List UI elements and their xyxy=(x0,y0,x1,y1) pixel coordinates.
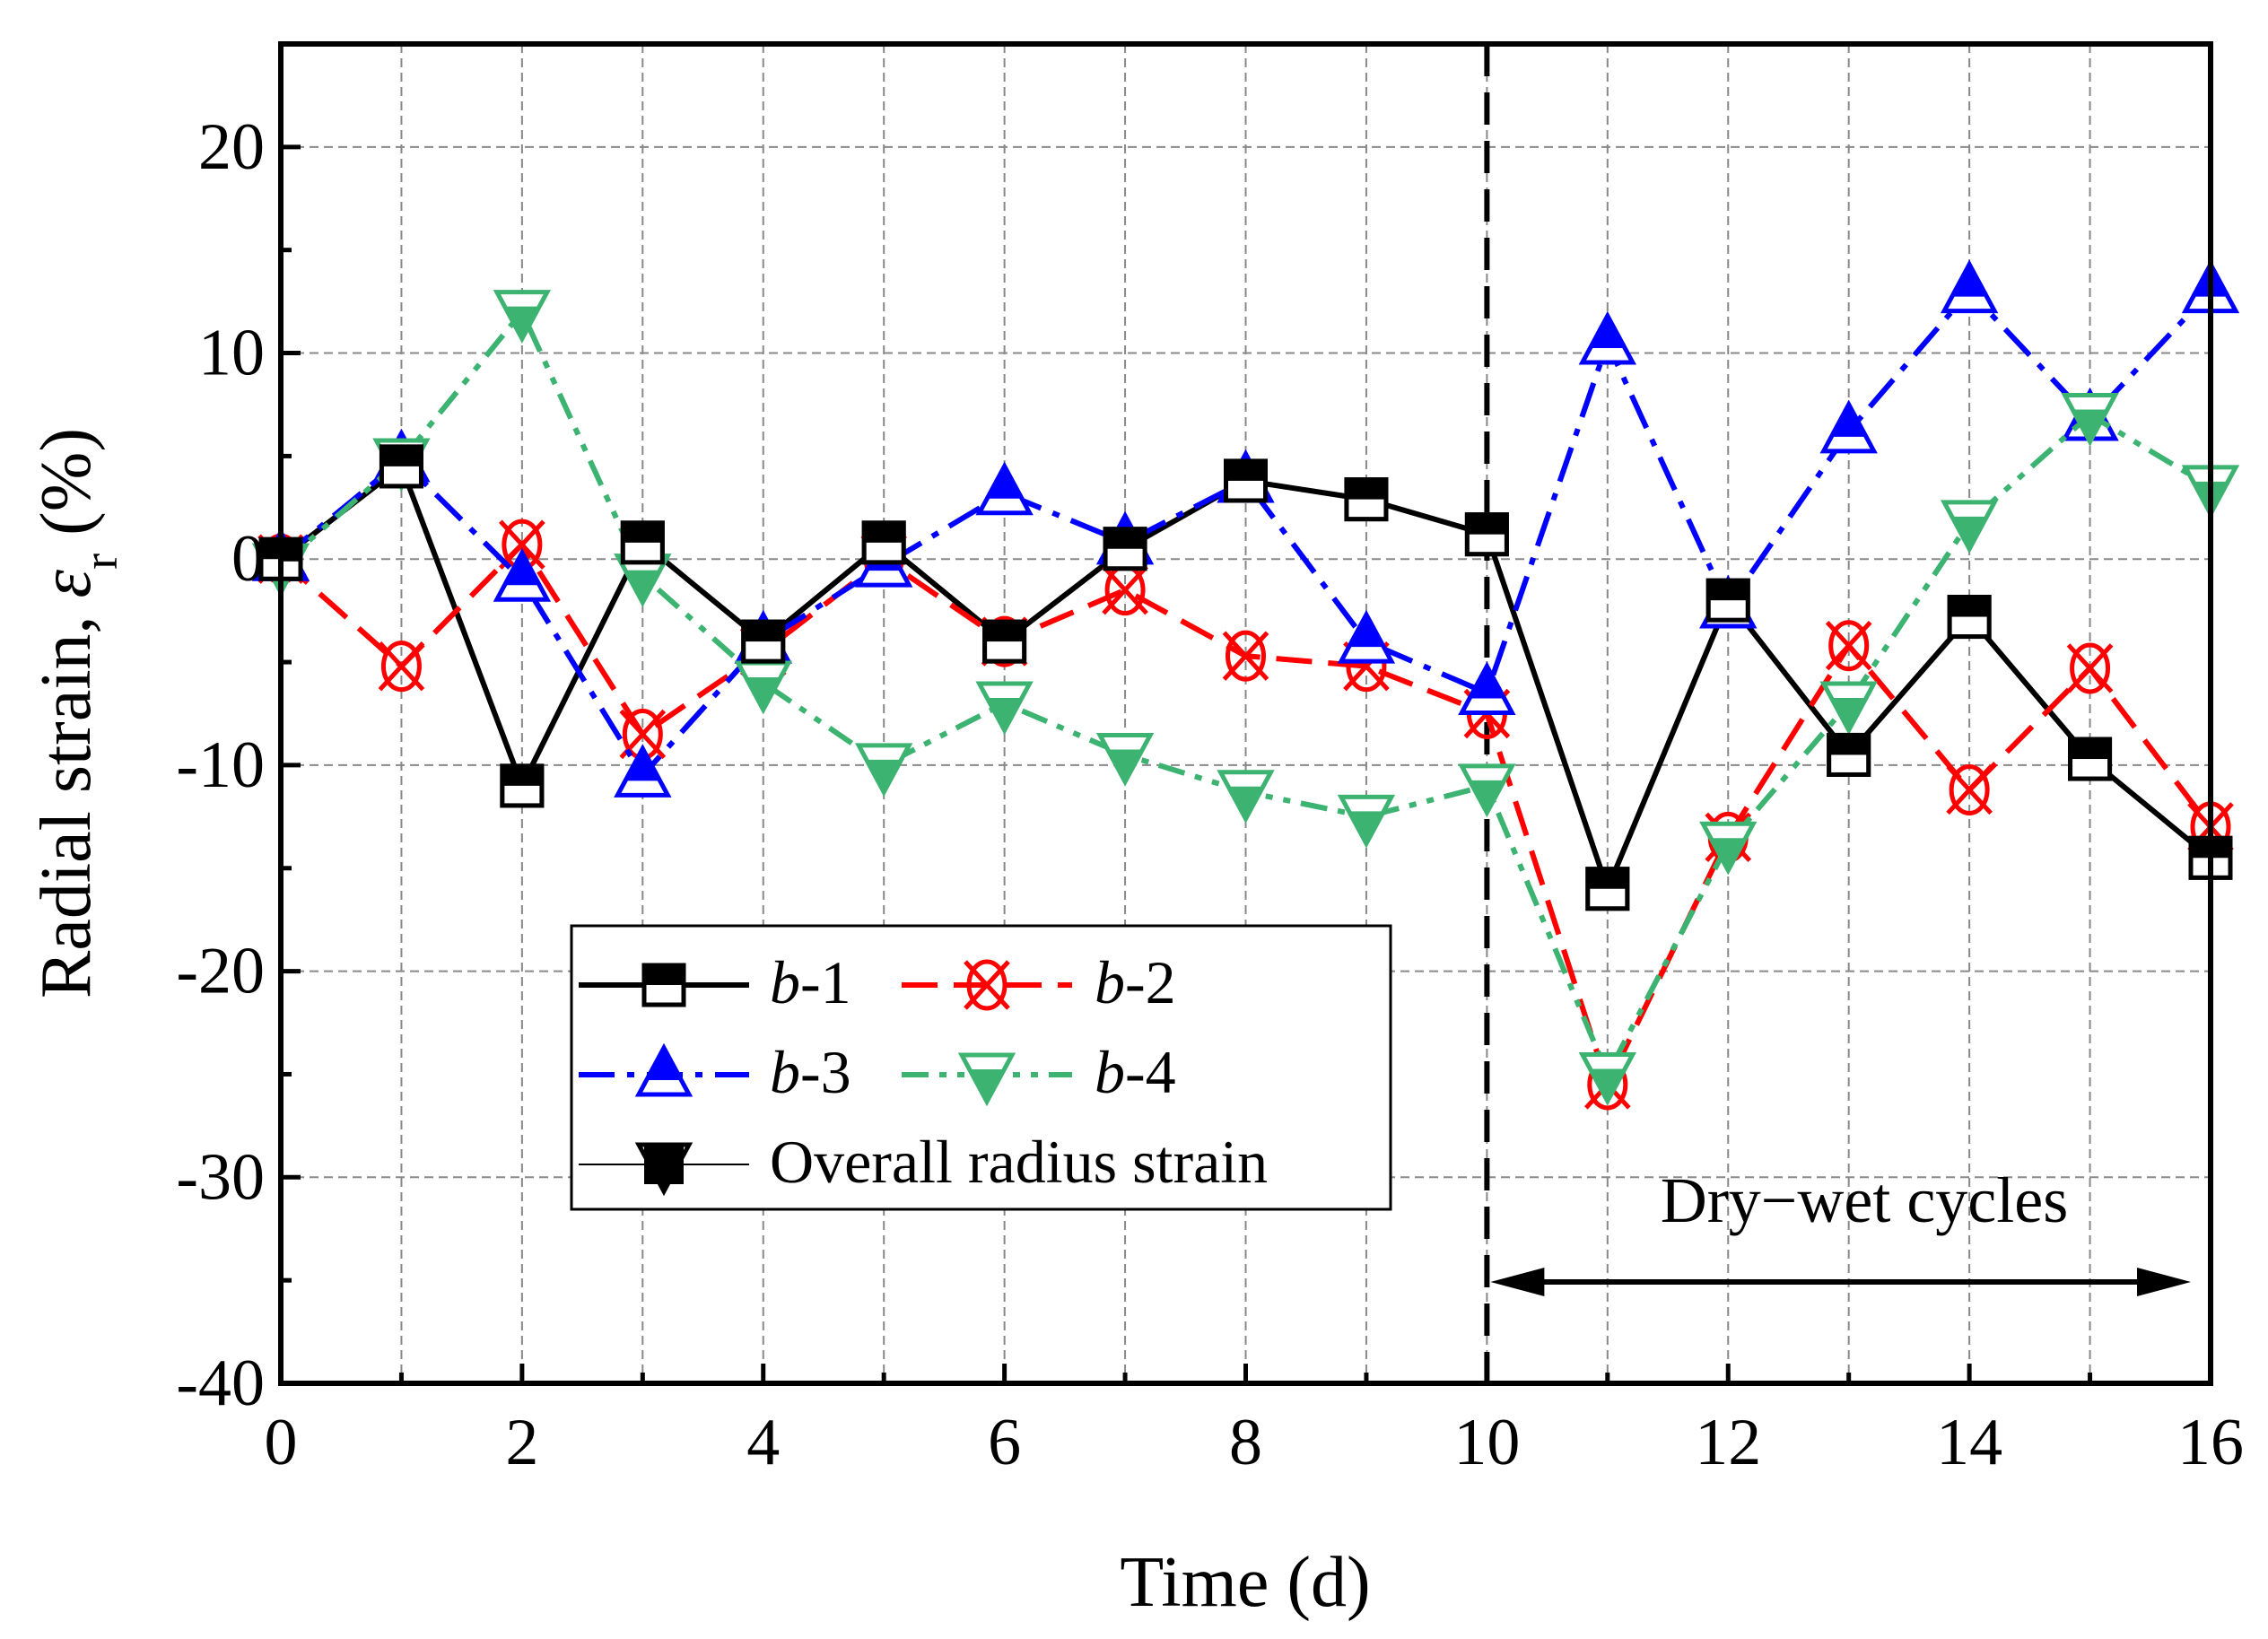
data-point-fill xyxy=(1708,580,1749,601)
legend-label-b2: b-2 xyxy=(1095,948,1176,1016)
data-point xyxy=(1949,763,1990,815)
data-point-fill xyxy=(1952,264,1986,297)
data-point-fill xyxy=(746,677,780,711)
data-point-fill xyxy=(1226,460,1266,481)
data-point-fill xyxy=(505,553,539,586)
data-point-fill xyxy=(1832,698,1865,731)
y-tick-label: -10 xyxy=(176,728,265,802)
data-point-fill xyxy=(988,698,1021,731)
data-point-fill xyxy=(1470,666,1504,699)
data-point-fill xyxy=(2073,409,2107,442)
data-point-fill xyxy=(864,522,904,543)
y-tick-label: 0 xyxy=(231,522,265,596)
data-point-fill xyxy=(988,466,1021,499)
legend-label-b4: b-4 xyxy=(1095,1038,1176,1106)
data-point-fill xyxy=(2070,739,2110,760)
data-point-fill xyxy=(1108,749,1142,782)
data-point-fill xyxy=(502,765,542,786)
data-point xyxy=(1226,630,1266,682)
legend-marker-fill xyxy=(970,1069,1004,1102)
data-point-x xyxy=(1222,631,1269,681)
data-point xyxy=(380,641,422,693)
y-tick-label: -40 xyxy=(176,1347,265,1420)
data-point-fill xyxy=(626,748,659,781)
y-tick-label: -30 xyxy=(176,1140,265,1214)
data-point-fill xyxy=(1105,528,1146,549)
data-point-x xyxy=(1102,564,1148,615)
region-label: Dry−wet cycles xyxy=(1661,1164,2068,1236)
x-tick-label: 6 xyxy=(988,1406,1021,1479)
data-point-fill xyxy=(1952,516,1986,549)
data-point-fill xyxy=(1712,838,1745,871)
data-point-fill xyxy=(1349,615,1383,648)
data-point xyxy=(2070,642,2111,694)
data-point-fill xyxy=(1349,811,1383,844)
legend-marker-filled xyxy=(644,1145,684,1184)
x-tick-label: 10 xyxy=(1453,1406,1520,1479)
x-tick-label: 2 xyxy=(505,1406,538,1479)
legend-label-b1: b-1 xyxy=(770,948,851,1016)
x-tick-label: 4 xyxy=(746,1406,780,1479)
legend-marker xyxy=(966,959,1008,1011)
legend: b-1 b-2 b-3 b-4 Overall radius strain xyxy=(570,924,1392,1211)
data-point-fill xyxy=(984,622,1025,642)
data-point-x xyxy=(2066,643,2114,693)
legend-marker-fill xyxy=(647,1048,681,1080)
y-tick-label: 10 xyxy=(198,317,265,390)
x-axis-label: Time (d) xyxy=(1120,1543,1370,1622)
data-point-fill xyxy=(1470,780,1504,813)
x-tick-label: 8 xyxy=(1229,1406,1262,1479)
x-tick-label: 16 xyxy=(2177,1406,2244,1479)
data-point-fill xyxy=(1346,479,1386,500)
data-point-x xyxy=(1825,621,1872,671)
annotations: Dry−wet cycles xyxy=(1484,44,2191,1383)
data-point-fill xyxy=(1591,1068,1625,1102)
data-point-fill xyxy=(1591,316,1625,349)
legend-label-b3: b-3 xyxy=(770,1038,851,1106)
series-3 xyxy=(251,259,2240,798)
data-point-x xyxy=(499,519,545,570)
data-point-fill xyxy=(1467,514,1507,535)
data-point-fill xyxy=(1587,868,1627,889)
y-tick-label: -20 xyxy=(176,935,265,1008)
data-point-fill xyxy=(867,759,901,792)
data-point-fill xyxy=(1229,786,1262,819)
y-tick-label: 20 xyxy=(198,110,265,184)
x-tick-label: 14 xyxy=(1936,1406,2002,1479)
y-axis-label: Radial strain, εr (%) xyxy=(27,428,127,998)
x-tick-label: 0 xyxy=(265,1406,298,1479)
data-point-fill xyxy=(626,570,659,603)
arrow-right-icon xyxy=(2137,1268,2191,1296)
data-point-fill xyxy=(1832,404,1865,437)
data-point-fill xyxy=(1950,597,1990,617)
axes: 0 2 4 6 8 10 12 14 16 -40 -30 -20 -10 0 10 20 xyxy=(176,41,2244,1479)
legend-marker-x xyxy=(964,960,1010,1010)
x-tick-label: 12 xyxy=(1695,1406,1761,1479)
data-point-fill xyxy=(623,522,663,543)
data-point-x xyxy=(378,641,425,692)
data-point xyxy=(1828,620,1870,672)
arrow-left-icon xyxy=(1490,1268,1545,1296)
data-point-x xyxy=(1946,764,1993,815)
data-point-fill xyxy=(505,306,539,339)
legend-marker-fill xyxy=(644,965,684,985)
data-point-fill xyxy=(381,446,422,466)
series-line xyxy=(279,287,2213,780)
data-point-fill xyxy=(743,622,783,642)
data-point-fill xyxy=(1828,735,1869,755)
legend-label-overall: Overall radius strain xyxy=(770,1128,1268,1196)
